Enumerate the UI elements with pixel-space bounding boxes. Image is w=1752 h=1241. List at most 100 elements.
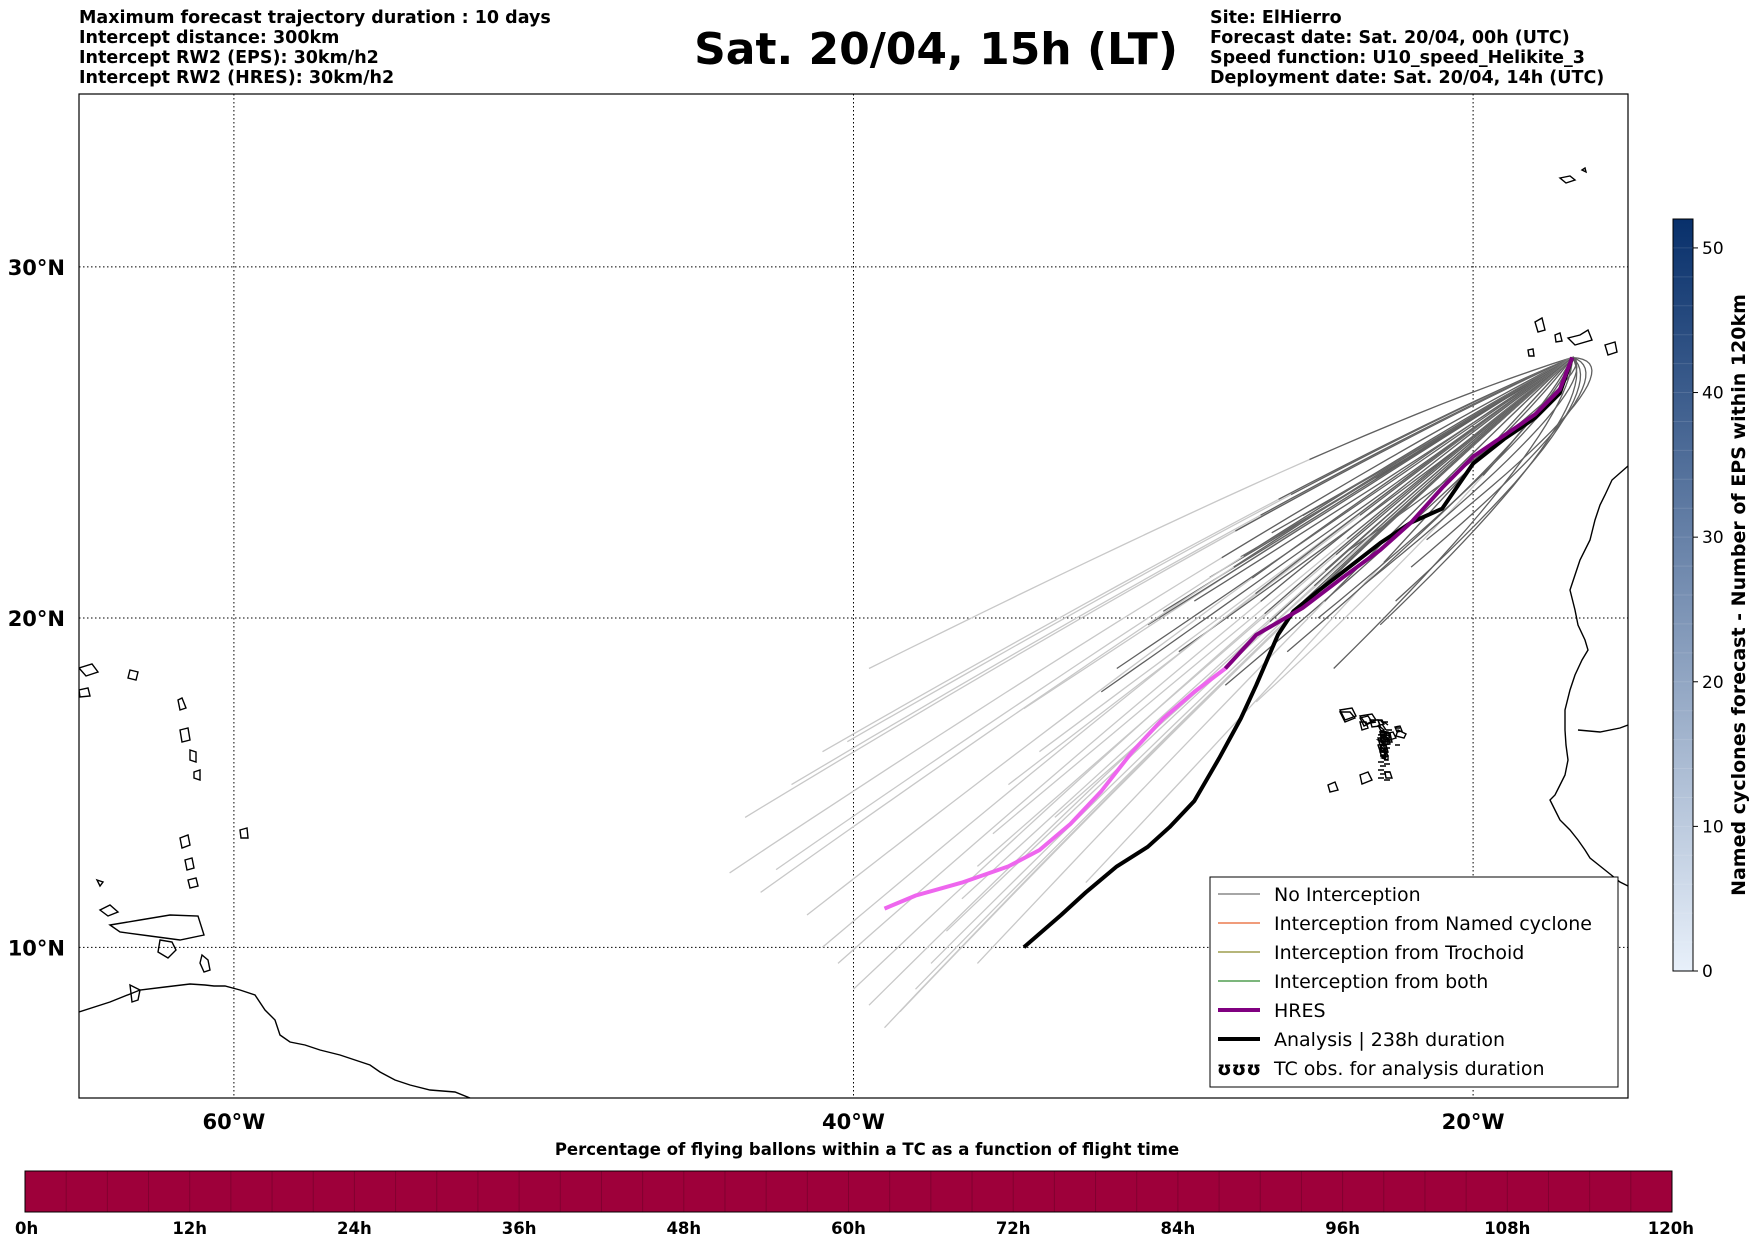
coastline-cape-verde-10 <box>1379 734 1389 737</box>
coastline-canary-1 <box>1534 316 1546 333</box>
eps-trajectory-early <box>1335 356 1573 556</box>
coastline-canary-2 <box>1566 328 1593 346</box>
colorbar-bottom-tick-label: 108h <box>1484 1219 1530 1238</box>
coastline-antilles-upper <box>177 697 201 781</box>
eps-trajectory <box>775 356 1573 871</box>
coastline-south-america <box>79 983 471 1098</box>
colorbar-right-tick-label: 40 <box>1702 384 1724 404</box>
eps-trajectory <box>1224 357 1573 686</box>
coastline-canary-3 <box>1604 341 1618 356</box>
coastline-windward <box>95 878 141 1003</box>
colorbar-right-tick-label: 50 <box>1702 239 1724 259</box>
hres-track <box>1223 356 1575 670</box>
colorbar-bottom-tick-label: 0h <box>15 1219 38 1238</box>
eps-trajectory <box>846 356 1573 743</box>
eps-trajectory-early <box>1309 356 1573 461</box>
eps-trajectory-early <box>1313 357 1573 587</box>
main-trajectories <box>883 356 1575 949</box>
header-right-line: Site: ElHierro <box>1210 8 1342 28</box>
colorbar-bottom-tick-label: 24h <box>337 1219 372 1238</box>
coastline-canary-elhierro <box>1527 348 1535 357</box>
lat-label: 30°N <box>8 256 65 280</box>
eps-trajectories <box>729 356 1593 1029</box>
eps-trajectory-early <box>1221 356 1573 559</box>
eps-trajectory-early <box>1260 356 1573 516</box>
colorbar-right-label: Named cyclones forecast - Number of EPS … <box>1728 294 1750 896</box>
coastlines <box>79 166 1628 1098</box>
header-right-line: Forecast date: Sat. 20/04, 00h (UTC) <box>1210 28 1570 48</box>
hres-track-late <box>883 666 1227 911</box>
eps-trajectory <box>930 357 1573 964</box>
header-left-line: Intercept RW2 (EPS): 30km/h2 <box>79 48 379 68</box>
coastline-venezuela-islands <box>157 939 177 959</box>
eps-trajectory <box>1426 356 1593 541</box>
header-left-line: Maximum forecast trajectory duration : 1… <box>79 8 551 28</box>
eps-trajectory-early <box>1260 356 1573 602</box>
coastline-cape-verde-13 <box>1327 707 1393 793</box>
eps-trajectory <box>1410 356 1587 568</box>
lon-label: 20°W <box>1442 1110 1505 1134</box>
latitude-labels: 30°N 20°N 10°N <box>8 256 65 960</box>
lat-label: 20°N <box>8 607 65 631</box>
coastline-islands-b <box>108 914 205 941</box>
legend-label: Interception from Trochoid <box>1274 942 1524 964</box>
lat-label: 10°N <box>8 936 65 960</box>
legend-box <box>1209 876 1619 1088</box>
legend-label: Interception from Named cyclone <box>1274 913 1592 935</box>
page-title: Sat. 20/04, 15h (LT) <box>694 24 1178 75</box>
colorbar-bottom-tick-label: 12h <box>172 1219 207 1238</box>
eps-trajectory-early <box>1255 356 1573 595</box>
colorbar-named-cyclones: Named cyclones forecast - Number of EPS … <box>1672 218 1750 982</box>
legend-label: Interception from both <box>1274 971 1488 993</box>
eps-trajectory <box>945 357 1573 932</box>
eps-trajectory <box>1379 357 1578 626</box>
colorbar-bottom-tick-label: 60h <box>831 1219 866 1238</box>
coastline-trinidad <box>199 953 211 973</box>
eps-trajectory <box>1395 357 1582 602</box>
header-right-info: Site: ElHierro Forecast date: Sat. 20/04,… <box>1210 8 1604 88</box>
coastline-cape-verde-11 <box>1369 721 1377 724</box>
legend-label: TC obs. for analysis duration <box>1273 1058 1545 1080</box>
coastline-islands-a <box>98 904 120 917</box>
map-frame <box>78 93 1629 1099</box>
colorbar-bottom-tick-label: 84h <box>1161 1219 1196 1238</box>
coastline-canary-4 <box>1554 332 1563 343</box>
header-right-line: Deployment date: Sat. 20/04, 14h (UTC) <box>1210 68 1605 88</box>
colorbar-bottom-tick-label: 36h <box>502 1219 537 1238</box>
header-left-line: Intercept distance: 300km <box>79 28 340 48</box>
coastline-antilles-top <box>79 663 139 698</box>
analysis-track <box>1022 356 1575 949</box>
colorbar-right-tick-label: 30 <box>1702 528 1724 548</box>
legend-symbol-tc-obs-icon: ʊʊʊ <box>1217 1058 1261 1080</box>
colorbar-bottom-tick-label: 96h <box>1325 1219 1360 1238</box>
coastline-lesser-antilles <box>179 834 199 889</box>
eps-trajectory-early <box>1278 356 1573 500</box>
colorbar-bottom-tick-label: 72h <box>996 1219 1031 1238</box>
colorbar-bottom-tick-label: 120h <box>1648 1219 1694 1238</box>
colorbar-right-tick-label: 10 <box>1702 817 1724 837</box>
eps-trajectory <box>1333 357 1573 669</box>
lon-label: 40°W <box>822 1110 885 1134</box>
header-left-line: Intercept RW2 (HRES): 30km/h2 <box>79 68 395 88</box>
coastline-africa <box>1549 465 1628 887</box>
colorbar-right-tick-label: 0 <box>1702 962 1713 982</box>
colorbar-right-tick-label: 20 <box>1702 673 1724 693</box>
eps-trajectory <box>822 356 1573 753</box>
header-right-line: Speed function: U10_speed_Helikite_3 <box>1210 48 1585 68</box>
header-left-info: Maximum forecast trajectory duration : 1… <box>79 8 551 88</box>
eps-trajectory-early <box>1233 356 1573 568</box>
lon-label: 60°W <box>202 1110 265 1134</box>
coastline-madeira <box>1558 166 1588 184</box>
legend-label: Analysis | 238h duration <box>1274 1029 1505 1051</box>
colorbar-bottom-tick-label: 48h <box>666 1219 701 1238</box>
colorbar-right-bar <box>1672 218 1694 972</box>
longitude-labels: 60°W 40°W 20°W <box>202 1110 1504 1134</box>
eps-trajectory <box>1116 356 1573 670</box>
colorbar-bottom-bar <box>24 1170 1673 1213</box>
colorbar-flight-time: Percentage of flying ballons within a TC… <box>15 1140 1694 1238</box>
legend: No Interception Interception from Named c… <box>1209 876 1619 1088</box>
eps-trajectory <box>744 356 1573 818</box>
coastline-cape-verde-12 <box>1377 733 1386 736</box>
coastline-senegal <box>1577 724 1628 733</box>
